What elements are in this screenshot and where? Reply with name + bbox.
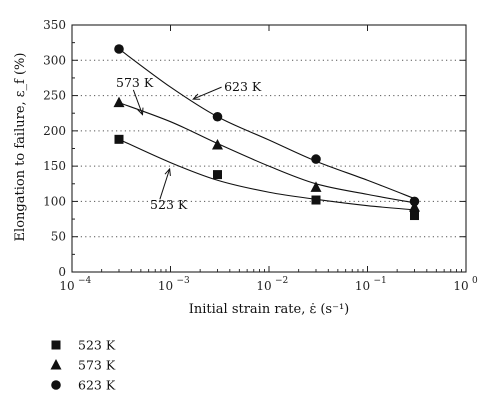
x-tick-label: 10 (453, 279, 468, 293)
data-point-523k (212, 170, 222, 180)
y-axis-title: Elongation to failure, ε_f (%) (13, 53, 28, 242)
x-tick-label-exponent: −4 (78, 276, 92, 286)
x-tick-label-exponent: −2 (275, 276, 288, 286)
legend-label-573k: 573 K (78, 358, 116, 373)
x-tick-label-exponent: −1 (374, 276, 387, 286)
fit-curves-layer (118, 48, 415, 211)
data-point-623k (114, 44, 124, 54)
legend-marker-623k (51, 380, 61, 390)
annotation-arrow-line (193, 86, 222, 100)
data-point-523k (114, 134, 124, 144)
data-point-573k (310, 181, 322, 192)
x-tick-label-exponent: −3 (177, 276, 191, 286)
x-tick-label: 10 (355, 279, 370, 293)
x-tick-label-exponent: 0 (472, 276, 478, 286)
data-point-573k (408, 201, 420, 212)
data-point-623k (311, 154, 321, 164)
data-point-573k (113, 96, 125, 108)
annotations-layer: 623 K 573 K 523 K (116, 75, 262, 212)
annotation-arrow-line (132, 89, 143, 115)
annotation-label: 523 K (150, 197, 188, 212)
annotation-arrow-head (192, 93, 201, 100)
x-axis-title: Initial strain rate, ε̇ (s⁻¹) (189, 302, 350, 317)
data-point-523k (409, 211, 419, 221)
annotation-label: 623 K (224, 79, 262, 94)
x-tick-label: 10 (256, 279, 271, 293)
legend-label-623k: 623 K (78, 378, 116, 393)
plot-frame (71, 24, 467, 273)
legend-label-523k: 523 K (78, 338, 116, 353)
y-tick-label: 350 (43, 18, 66, 32)
annotation-arrow-head (137, 107, 144, 116)
y-tick-label: 300 (43, 53, 66, 67)
annotation-arrow-line (159, 168, 171, 200)
x-tick-label: 10 (59, 279, 74, 293)
fit-curve-623k (118, 48, 415, 200)
data-points-layer (113, 44, 420, 221)
data-point-623k (409, 196, 420, 207)
legend-marker-573k (50, 359, 62, 370)
x-tick-label: 10 (158, 279, 173, 293)
y-tick-label: 0 (58, 265, 66, 279)
y-tick-label: 250 (43, 89, 66, 103)
data-point-573k (211, 138, 223, 150)
y-tick-label: 200 (43, 124, 66, 138)
y-tick-label: 150 (43, 159, 66, 173)
data-point-523k (311, 195, 321, 205)
data-point-623k (212, 111, 223, 122)
legend-layer: 523 K 573 K 623 K (50, 338, 116, 393)
plot-frame-layer (71, 24, 467, 273)
legend-marker-523k (51, 340, 61, 350)
fit-curve-523k (118, 138, 415, 211)
annotation-arrow-head (164, 167, 171, 176)
y-tick-label: 100 (43, 194, 66, 208)
y-tick-label: 50 (51, 230, 66, 244)
fit-curve-573k (118, 102, 415, 204)
annotation-label: 573 K (116, 75, 154, 90)
